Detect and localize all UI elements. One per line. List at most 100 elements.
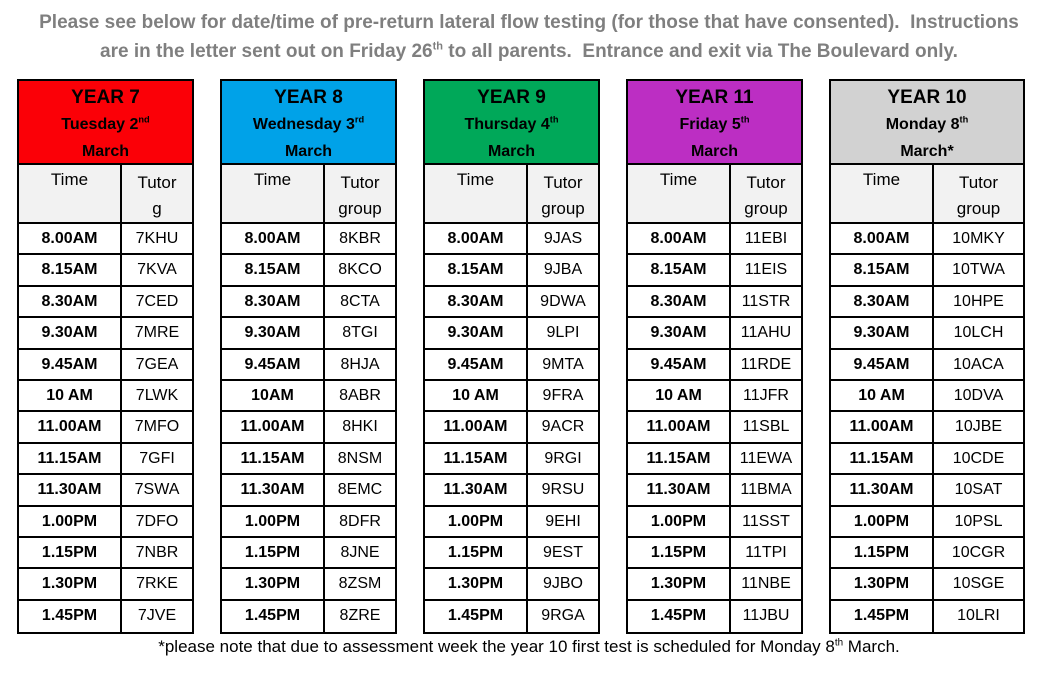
tutor-group-cell: 10CGR (951, 543, 1006, 561)
time-cell: 9.30AM (425, 318, 528, 348)
tutor-group-column-header: Tutor group (731, 165, 801, 222)
column-headers: Time Tutor group (425, 165, 598, 224)
table-row: 1.30PM 11NBE (628, 569, 801, 601)
time-cell: 11.00AM (425, 412, 528, 442)
time-cell: 11.15AM (628, 443, 731, 474)
table-row: 11.15AM 11EWA (628, 443, 801, 476)
intro-text-part1: Please see below for date/time of pre-re… (39, 12, 1025, 62)
tutor-group-header-line1: Tutor (958, 173, 999, 192)
table-row: 11.00AM 9ACR (425, 412, 598, 444)
table-row: 9.45AM 7GEA (19, 349, 192, 381)
table-row: 11.00AM 7MFO (19, 412, 192, 444)
table-row: 1.00PM 8DFR (222, 506, 395, 538)
column-headers: Time Tutor group (222, 165, 395, 224)
table-row: 9.45AM 8HJA (222, 349, 395, 381)
tutor-group-cell: 11SST (742, 512, 790, 530)
table-row: 10 AM 7LWK (19, 380, 192, 413)
tutor-group-column-header: Tutor group (325, 165, 395, 222)
tutor-group-cell: 9RGA (541, 606, 585, 624)
table-row: 11.15AM 8NSM (222, 443, 395, 476)
table-row: 1.45PM 7JVE (19, 600, 192, 633)
tutor-group-column-header: Tutor group (934, 165, 1023, 222)
tutor-group-header-line1: Tutor (137, 173, 177, 192)
time-cell: 10AM (222, 380, 325, 411)
time-column-header: Time (19, 165, 122, 222)
table-rows: 8.00AM 8KBR 8.15AM 8KCO 8.30AM 8CTA 9.30AM 8TGI… (222, 224, 395, 633)
time-cell: 1.15PM (222, 537, 325, 568)
table-row: 8.30AM 11STR (628, 286, 801, 319)
table-row: 1.00PM 10PSL (831, 506, 1023, 538)
time-cell: 9.30AM (222, 318, 325, 348)
table-row: 8.00AM 10MKY (831, 224, 1023, 256)
tutor-group-cell: 8ZSM (338, 575, 382, 593)
table-row: 9.30AM 7MRE (19, 318, 192, 350)
table-row: 11.30AM 8EMC (222, 475, 395, 507)
time-cell: 8.30AM (222, 286, 325, 317)
time-cell: 10 AM (19, 380, 122, 411)
time-cell: 1.30PM (19, 569, 122, 599)
tutor-group-cell: 10LRI (957, 606, 1000, 624)
tutor-group-cell: 7MRE (134, 324, 180, 342)
tutor-group-header-line1: Tutor (746, 173, 786, 192)
time-cell: 1.30PM (425, 569, 528, 599)
tutor-group-cell: 11JFR (743, 386, 789, 404)
time-cell: 1.15PM (425, 537, 528, 568)
year-label: YEAR 9 (477, 87, 546, 108)
table-row: 1.15PM 11TPI (628, 537, 801, 570)
year-label: YEAR 8 (274, 87, 343, 108)
time-column-header: Time (831, 165, 934, 222)
time-cell: 8.30AM (628, 286, 731, 317)
date-ordinal-suffix: th (740, 114, 750, 125)
tutor-group-cell: 8HJA (340, 355, 380, 373)
table-row: 9.30AM 9LPI (425, 318, 598, 350)
table-row: 1.00PM 7DFO (19, 506, 192, 538)
tutor-group-cell: 8TGI (342, 324, 378, 342)
tutor-group-cell: 8HKI (342, 418, 378, 436)
tutor-group-cell: 10TWA (952, 261, 1005, 279)
month-label: March (81, 143, 130, 160)
time-cell: 9.45AM (831, 349, 934, 379)
year-table: YEAR 10 Monday 8th March* Time Tutor grou… (829, 79, 1025, 635)
date-label: Friday 5th (628, 111, 801, 138)
time-cell: 9.45AM (628, 349, 731, 379)
table-row: 1.15PM 10CGR (831, 537, 1023, 570)
date-label-text: Thursday 4 (464, 116, 550, 133)
table-row: 10 AM 10DVA (831, 380, 1023, 413)
tutor-group-cell: 10SAT (954, 481, 1003, 499)
tutor-group-cell: 10DVA (953, 386, 1004, 404)
tutor-group-cell: 8CTA (340, 292, 380, 310)
tutor-group-cell: 10MKY (952, 230, 1005, 247)
tutor-group-cell: 8ABR (339, 386, 381, 404)
table-row: 11.15AM 7GFI (19, 443, 192, 476)
time-cell: 8.00AM (831, 224, 934, 254)
time-cell: 11.00AM (628, 412, 731, 442)
table-row: 8.00AM 11EBI (628, 224, 801, 256)
column-headers: Time Tutor g (19, 165, 192, 224)
tutor-group-cell: 11RDE (740, 355, 792, 373)
column-headers: Time Tutor group (628, 165, 801, 224)
time-cell: 1.45PM (425, 600, 528, 633)
tutor-group-cell: 9JBA (543, 261, 583, 279)
tutor-group-cell: 9MTA (542, 355, 584, 373)
time-cell: 1.00PM (831, 506, 934, 536)
table-row: 8.00AM 9JAS (425, 224, 598, 256)
footnote-part2: March. (843, 637, 900, 657)
table-rows: 8.00AM 7KHU 8.15AM 7KVA 8.30AM 7CED 9.30AM 7MRE… (19, 224, 192, 633)
time-cell: 11.15AM (425, 443, 528, 474)
tutor-group-cell: 11EIS (744, 261, 788, 279)
table-row: 10AM 8ABR (222, 380, 395, 413)
tutor-group-cell: 8KCO (338, 261, 382, 279)
tutor-group-cell: 11JBU (742, 606, 790, 624)
document-page: Please see below for date/time of pre-re… (0, 8, 1058, 657)
time-cell: 9.45AM (222, 349, 325, 379)
table-row: 1.30PM 10SGE (831, 569, 1023, 601)
tutor-group-header-line2: g (152, 199, 162, 218)
date-label-text: Tuesday 2 (61, 116, 139, 133)
table-row: 1.30PM 7RKE (19, 569, 192, 601)
time-cell: 1.00PM (19, 506, 122, 536)
time-cell: 1.30PM (222, 569, 325, 599)
tutor-group-cell: 7DFO (135, 512, 179, 530)
table-row: 8.15AM 10TWA (831, 255, 1023, 287)
time-cell: 11.30AM (425, 475, 528, 505)
year-table: YEAR 11 Friday 5th March Time Tutor group… (626, 79, 803, 635)
